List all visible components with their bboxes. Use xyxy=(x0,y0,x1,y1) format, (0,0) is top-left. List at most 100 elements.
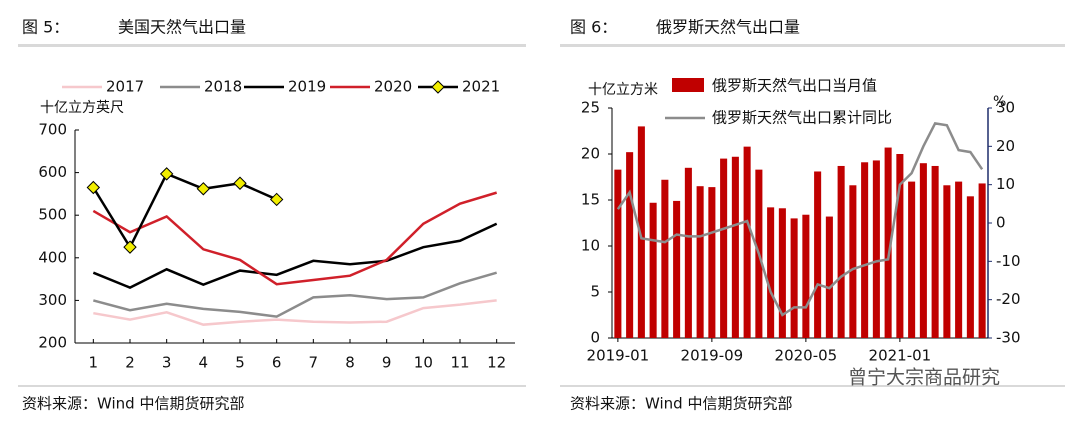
bar xyxy=(837,165,845,338)
bar xyxy=(661,179,669,338)
series-line xyxy=(92,172,278,250)
series-line xyxy=(92,222,498,289)
x-tick-label: 7 xyxy=(309,354,319,372)
y2-tick-label: 0 xyxy=(996,214,1006,232)
bar xyxy=(872,160,880,338)
y-tick-label: 15 xyxy=(581,191,600,209)
legend-swatch xyxy=(672,78,704,92)
bar xyxy=(731,156,739,338)
x-tick-label: 2 xyxy=(125,354,135,372)
header-rule xyxy=(560,44,1065,47)
bar xyxy=(978,183,986,338)
bar xyxy=(626,152,634,338)
bar xyxy=(614,169,622,338)
bar xyxy=(720,158,728,338)
y-tick-label: 700 xyxy=(38,121,67,139)
marker xyxy=(159,167,174,181)
legend-label: 俄罗斯天然气出口当月值 xyxy=(712,77,877,95)
series-line xyxy=(92,191,498,286)
bar xyxy=(814,171,822,338)
y-tick-label: 500 xyxy=(38,206,67,224)
bar xyxy=(943,185,951,338)
x-tick-label: 3 xyxy=(162,354,172,372)
marker xyxy=(123,240,137,254)
marker xyxy=(86,180,101,195)
marker xyxy=(233,176,247,190)
bar xyxy=(849,185,857,338)
x-tick-label: 2019-01 xyxy=(587,347,650,365)
x-tick-label: 10 xyxy=(414,354,433,372)
source: 资料来源：Wind 中信期货研究部 xyxy=(570,395,792,413)
series-line xyxy=(93,299,497,326)
bar xyxy=(767,207,775,338)
x-tick-label: 2020-05 xyxy=(775,347,838,365)
bar xyxy=(884,147,892,338)
bar xyxy=(802,214,810,338)
y-tick-label: 10 xyxy=(581,237,600,255)
y-axis-label: 十亿立方米 xyxy=(588,82,658,98)
chart-title: 俄罗斯天然气出口量 xyxy=(656,18,800,37)
y2-tick-label: -20 xyxy=(996,290,1021,308)
x-tick-label: 5 xyxy=(235,354,245,372)
bar xyxy=(637,126,645,339)
y-tick-label: 600 xyxy=(38,163,67,181)
bar xyxy=(790,218,798,338)
bar xyxy=(825,216,833,338)
legend-label: 2021 xyxy=(462,78,500,96)
legend-label: 2017 xyxy=(106,78,144,96)
bar xyxy=(684,167,692,338)
x-tick-label: 8 xyxy=(345,354,355,372)
x-tick-label: 12 xyxy=(487,354,506,372)
marker xyxy=(196,182,211,196)
y-tick-label: 300 xyxy=(38,291,67,309)
chart-title: 美国天然气出口量 xyxy=(118,18,246,37)
bar xyxy=(931,165,939,338)
legend-label: 2019 xyxy=(288,78,326,96)
y-tick-label: 20 xyxy=(581,145,600,163)
y2-axis-label: % xyxy=(993,94,1006,110)
x-tick-label: 11 xyxy=(450,354,469,372)
y2-tick-label: 30 xyxy=(996,99,1015,117)
bar xyxy=(908,181,916,338)
source: 资料来源：Wind 中信期货研究部 xyxy=(22,395,244,413)
figure-label: 图 5： xyxy=(22,18,69,37)
marker xyxy=(269,192,284,207)
footer-rule xyxy=(560,385,1065,387)
legend-label: 2020 xyxy=(374,78,412,96)
legend-label: 2018 xyxy=(204,78,242,96)
y-tick-label: 25 xyxy=(581,99,600,117)
legend-label: 俄罗斯天然气出口累计同比 xyxy=(712,109,892,127)
header-rule xyxy=(18,44,526,47)
bar xyxy=(649,202,657,338)
legend-marker xyxy=(431,80,445,94)
bar xyxy=(778,208,786,338)
bar xyxy=(673,200,681,338)
y2-tick-label: 20 xyxy=(996,137,1015,155)
bar xyxy=(696,186,704,338)
x-tick-label: 6 xyxy=(272,354,282,372)
y2-tick-label: -10 xyxy=(996,252,1021,270)
y2-tick-label: -30 xyxy=(996,329,1021,347)
y-tick-label: 5 xyxy=(590,283,600,301)
y-axis-label: 十亿立方英尺 xyxy=(40,99,124,116)
y-tick-label: 0 xyxy=(590,329,600,347)
watermark: 曾宁大宗商品研究 xyxy=(848,367,1000,389)
series-line xyxy=(93,271,498,318)
bar xyxy=(708,187,716,338)
bar xyxy=(919,163,927,338)
x-tick-label: 9 xyxy=(382,354,392,372)
y2-tick-label: 10 xyxy=(996,175,1015,193)
bar xyxy=(955,181,963,338)
x-tick-label: 2019-09 xyxy=(681,347,744,365)
series-line xyxy=(616,121,984,317)
bar xyxy=(966,196,974,338)
footer-rule xyxy=(18,385,526,387)
bar xyxy=(896,154,904,338)
bar xyxy=(743,146,751,338)
x-tick-label: 1 xyxy=(89,354,99,372)
y-tick-label: 400 xyxy=(38,248,67,266)
x-tick-label: 2021-01 xyxy=(869,347,932,365)
figure-label: 图 6： xyxy=(570,18,617,37)
y-tick-label: 200 xyxy=(38,334,67,352)
